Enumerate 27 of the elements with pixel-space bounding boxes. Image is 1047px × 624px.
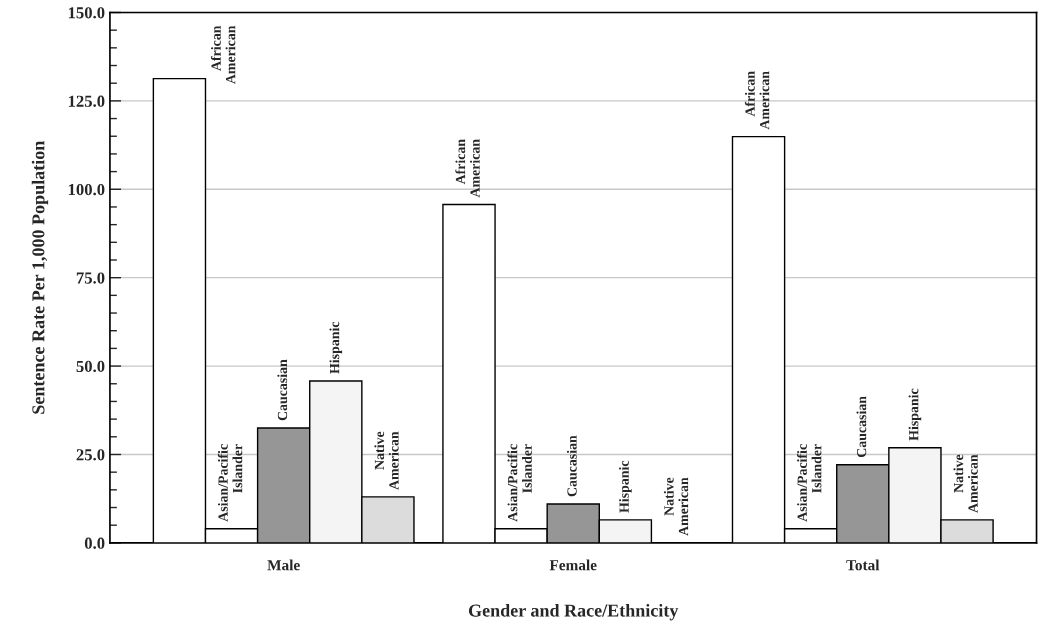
x-tick-label: Total — [846, 559, 880, 571]
y-tick-label: 25.0 — [76, 449, 105, 461]
text: Hispanic — [908, 388, 922, 441]
text: African American — [744, 71, 770, 130]
text: Hispanic — [329, 321, 343, 374]
text: Native American — [663, 477, 689, 536]
y-tick-label: 150.0 — [68, 7, 105, 19]
x-tick-label: Male — [267, 559, 300, 571]
x-axis-title: Gender and Race/Ethnicity — [468, 603, 679, 621]
y-axis-title: Sentence Rate Per 1,000 Population — [31, 140, 49, 414]
y-tick-label: 75.0 — [76, 272, 105, 284]
text: Native American — [953, 454, 978, 513]
text: Caucasian — [277, 359, 288, 421]
y-tick-label: 125.0 — [68, 95, 105, 107]
text: Asian/Pacific Islander — [507, 444, 532, 522]
text: Asian/Pacific Islander — [217, 444, 243, 522]
text: Native American — [374, 431, 399, 490]
text: African American — [455, 139, 480, 198]
text: African American — [210, 25, 236, 85]
y-tick-label: 0.0 — [84, 537, 105, 549]
y-tick-label: 50.0 — [76, 360, 105, 373]
x-tick-label: Female — [549, 559, 597, 571]
text: Asian/Pacific Islander — [796, 444, 822, 522]
text: Hispanic — [619, 460, 632, 513]
y-tick-label: 100.0 — [68, 183, 105, 196]
text: Caucasian — [856, 396, 867, 458]
text: Caucasian — [566, 435, 577, 497]
